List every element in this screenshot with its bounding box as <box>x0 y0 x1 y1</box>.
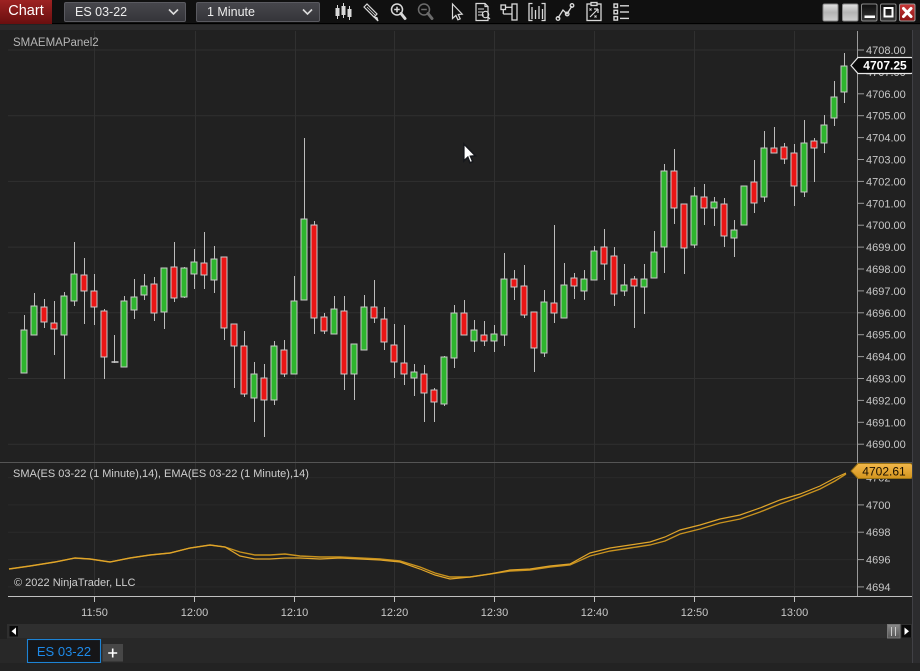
svg-text:4702.61: 4702.61 <box>862 465 906 479</box>
svg-text:12:10: 12:10 <box>281 607 309 619</box>
svg-text:12:50: 12:50 <box>681 607 709 619</box>
svg-text:ES 03-22: ES 03-22 <box>37 644 91 659</box>
svg-text:© 2022 NinjaTrader, LLC: © 2022 NinjaTrader, LLC <box>14 577 135 589</box>
svg-text:4696.00: 4696.00 <box>866 308 906 320</box>
svg-text:13:00: 13:00 <box>781 607 809 619</box>
svg-text:4704.00: 4704.00 <box>866 133 906 145</box>
svg-text:4707.25: 4707.25 <box>863 59 907 73</box>
svg-text:4690.00: 4690.00 <box>866 439 906 451</box>
svg-text:4698.00: 4698.00 <box>866 264 906 276</box>
svg-text:12:20: 12:20 <box>381 607 409 619</box>
svg-text:4695.00: 4695.00 <box>866 330 906 342</box>
svg-text:4698: 4698 <box>866 527 890 539</box>
svg-text:4702.00: 4702.00 <box>866 176 906 188</box>
svg-text:12:30: 12:30 <box>481 607 509 619</box>
svg-text:4703.00: 4703.00 <box>866 155 906 167</box>
svg-text:4700: 4700 <box>866 500 890 512</box>
svg-text:4701.00: 4701.00 <box>866 198 906 210</box>
svg-text:4705.00: 4705.00 <box>866 111 906 123</box>
svg-text:12:40: 12:40 <box>581 607 609 619</box>
svg-text:4692.00: 4692.00 <box>866 395 906 407</box>
svg-text:4693.00: 4693.00 <box>866 374 906 386</box>
svg-text:4696: 4696 <box>866 555 890 567</box>
svg-text:11:50: 11:50 <box>81 607 108 619</box>
svg-text:SMAEMAPanel2: SMAEMAPanel2 <box>13 37 99 49</box>
svg-text:SMA(ES 03-22 (1 Minute),14), E: SMA(ES 03-22 (1 Minute),14), EMA(ES 03-2… <box>13 468 309 480</box>
svg-text:4691.00: 4691.00 <box>866 417 906 429</box>
svg-text:12:00: 12:00 <box>181 607 209 619</box>
svg-text:4697.00: 4697.00 <box>866 286 906 298</box>
svg-text:4694: 4694 <box>866 582 890 594</box>
svg-text:4699.00: 4699.00 <box>866 242 906 254</box>
svg-text:4706.00: 4706.00 <box>866 89 906 101</box>
svg-text:4694.00: 4694.00 <box>866 352 906 364</box>
svg-text:4708.00: 4708.00 <box>866 45 906 57</box>
svg-text:4700.00: 4700.00 <box>866 220 906 232</box>
